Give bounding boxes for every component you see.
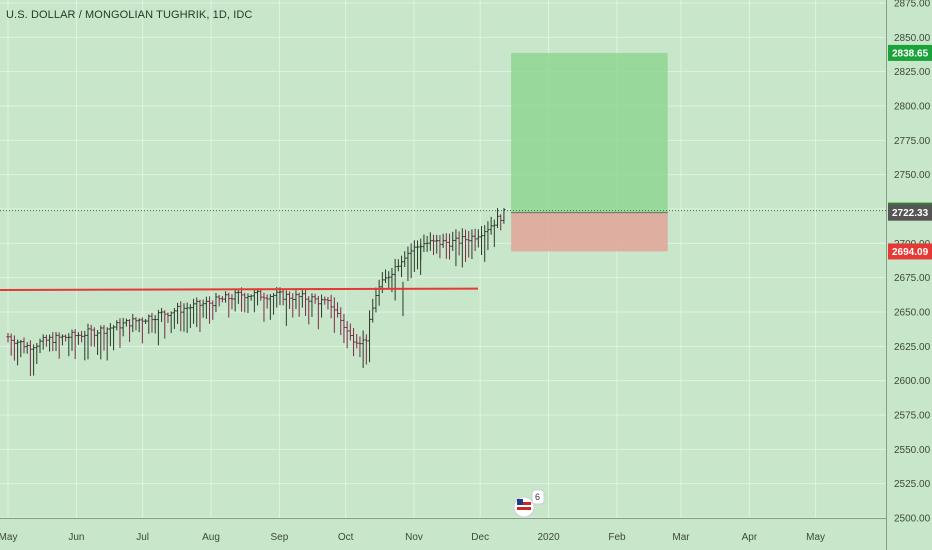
- x-tick-label: Dec: [471, 532, 489, 543]
- y-tick-label: 2650.00: [894, 308, 931, 319]
- x-tick-label: Nov: [405, 532, 423, 543]
- flag-canton-icon: [517, 499, 523, 505]
- y-tick-label: 2875.00: [894, 0, 931, 10]
- flag-stripe-icon: [517, 502, 531, 505]
- y-tick-label: 2800.00: [894, 102, 931, 113]
- x-tick-label: Sep: [271, 532, 289, 543]
- x-tick-label: Oct: [338, 532, 354, 543]
- y-tick-label: 2500.00: [894, 514, 931, 525]
- y-tick-label: 2550.00: [894, 445, 931, 456]
- stop-price-tag[interactable]: [888, 243, 932, 260]
- y-tick-label: 2575.00: [894, 411, 931, 422]
- event-count-label: 6: [535, 492, 540, 502]
- x-tick-label: Aug: [202, 532, 220, 543]
- profit-zone[interactable]: [511, 52, 668, 213]
- event-count-badge[interactable]: [531, 489, 545, 505]
- target-price-tag[interactable]: [888, 44, 932, 61]
- y-tick-label: 2775.00: [894, 136, 931, 147]
- x-tick-label: Jun: [68, 532, 84, 543]
- y-tick-label: 2600.00: [894, 376, 931, 387]
- x-tick-label: Jul: [136, 532, 149, 543]
- target-price-tag-label: 2838.65: [892, 48, 929, 59]
- flag-stripe-icon: [517, 507, 531, 510]
- x-tick-label: Feb: [608, 532, 626, 543]
- y-tick-label: 2525.00: [894, 479, 931, 490]
- y-tick-label: 2675.00: [894, 273, 931, 284]
- x-tick-label: May: [806, 532, 825, 543]
- entry-price-tag[interactable]: [888, 204, 932, 221]
- x-tick-label: Mar: [672, 532, 690, 543]
- chart-title: U.S. DOLLAR / MONGOLIAN TUGHRIK, 1D, IDC: [6, 9, 253, 21]
- x-tick-label: 2020: [537, 532, 560, 543]
- y-tick-label: 2750.00: [894, 170, 931, 181]
- entry-price-tag-label: 2722.33: [892, 208, 929, 219]
- loss-zone[interactable]: [511, 212, 668, 252]
- stop-price-tag-label: 2694.09: [892, 247, 929, 258]
- y-tick-label: 2825.00: [894, 67, 931, 78]
- x-tick-label: May: [0, 532, 17, 543]
- support-trend-line[interactable]: [0, 287, 478, 292]
- x-tick-label: Apr: [742, 532, 758, 543]
- y-tick-label: 2625.00: [894, 342, 931, 353]
- y-tick-label: 2850.00: [894, 33, 931, 44]
